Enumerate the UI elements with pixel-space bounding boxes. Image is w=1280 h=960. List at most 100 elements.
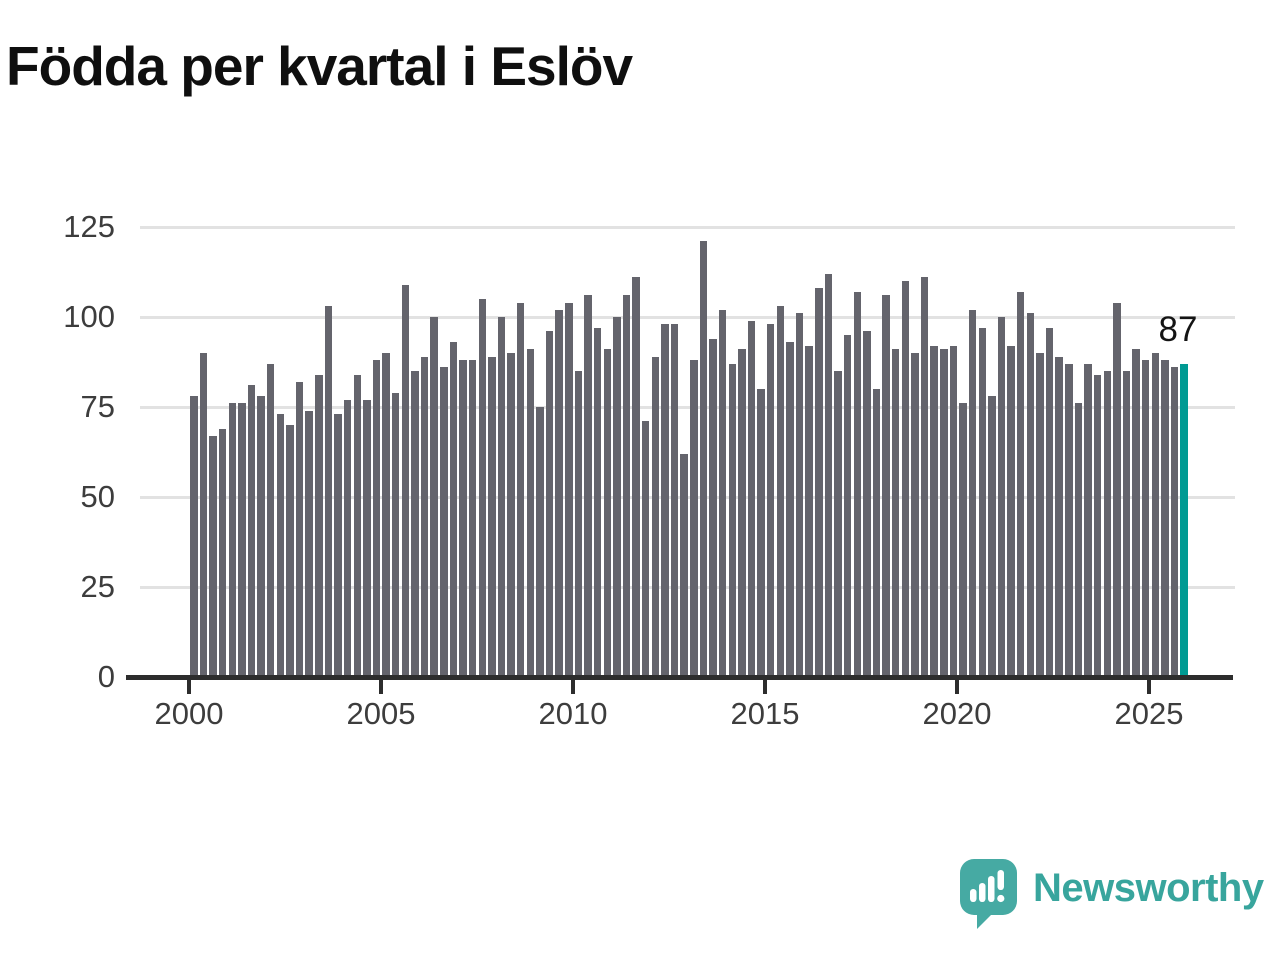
x-axis-label-2025: 2025 xyxy=(1114,696,1184,731)
bar-2013-Q4 xyxy=(718,309,727,677)
bar-2019-Q2 xyxy=(930,345,938,677)
x-axis-tick-2010 xyxy=(571,680,575,694)
bar-2017-Q2 xyxy=(853,291,862,677)
x-axis-label-2010: 2010 xyxy=(538,696,608,731)
bar-2005-Q4 xyxy=(411,371,419,677)
speech-bubble-bar-chart-icon xyxy=(960,859,1017,929)
chart-title: Födda per kvartal i Eslöv xyxy=(6,35,633,97)
gridline-100 xyxy=(140,315,1235,319)
bar-2003-Q2 xyxy=(315,374,323,677)
bar-2023-Q2 xyxy=(1084,363,1092,677)
bar-2006-Q4 xyxy=(449,342,458,677)
bar-2014-Q3 xyxy=(747,320,756,677)
y-axis-label-25: 25 xyxy=(80,569,115,604)
x-axis-label-2020: 2020 xyxy=(922,696,992,731)
last-value-label: 87 xyxy=(1158,310,1198,349)
bar-2015-Q1 xyxy=(766,324,775,677)
bar-2018-Q4 xyxy=(911,353,919,677)
bar-2022-Q2 xyxy=(1045,327,1054,677)
bar-2022-Q4 xyxy=(1065,363,1073,677)
bar-2021-Q3 xyxy=(1016,291,1025,677)
bar-2008-Q1 xyxy=(497,317,506,677)
bar-2020-Q4 xyxy=(988,396,996,677)
bar-2004-Q3 xyxy=(363,399,371,677)
gridline-125 xyxy=(140,225,1235,229)
bar-2006-Q2 xyxy=(430,317,438,677)
x-axis-tick-2005 xyxy=(379,680,383,694)
bar-2024-Q4 xyxy=(1141,360,1150,677)
bar-2010-Q1 xyxy=(574,371,583,677)
bar-2008-Q3 xyxy=(516,302,525,677)
bar-2018-Q3 xyxy=(901,281,910,677)
bar-2000-Q2 xyxy=(199,353,208,677)
bar-2024-Q3 xyxy=(1132,349,1140,677)
bar-2021-Q4 xyxy=(1026,313,1035,677)
y-axis-label-0: 0 xyxy=(97,659,115,694)
bar-2009-Q2 xyxy=(545,331,554,677)
y-axis-label-50: 50 xyxy=(80,479,115,514)
x-axis-line xyxy=(126,675,1233,680)
bar-2021-Q2 xyxy=(1007,345,1015,677)
newsworthy-wordmark: Newsworthy xyxy=(1033,866,1264,910)
bar-2005-Q2 xyxy=(391,392,400,677)
x-axis-tick-2000 xyxy=(187,680,191,694)
y-axis-label-125: 125 xyxy=(63,209,115,244)
bar-2003-Q4 xyxy=(334,414,342,677)
bar-2019-Q4 xyxy=(949,345,958,677)
bar-2011-Q1 xyxy=(613,317,621,677)
y-axis-label-100: 100 xyxy=(63,299,115,334)
bar-2009-Q3 xyxy=(555,309,563,677)
bar-2005-Q1 xyxy=(382,353,390,677)
newsworthy-logo: Newsworthy xyxy=(960,859,1280,931)
bar-2001-Q1 xyxy=(228,403,237,677)
bar-2008-Q2 xyxy=(507,353,515,677)
bar-2025-Q4 xyxy=(1180,363,1188,677)
bar-2003-Q3 xyxy=(324,306,333,677)
bar-2011-Q3 xyxy=(632,277,640,677)
bar-2014-Q1 xyxy=(728,363,737,677)
bar-2012-Q1 xyxy=(651,356,660,677)
bar-2024-Q2 xyxy=(1122,371,1131,677)
bar-2023-Q3 xyxy=(1093,374,1102,677)
x-axis-label-2015: 2015 xyxy=(730,696,800,731)
bar-2020-Q3 xyxy=(978,327,987,677)
bar-2015-Q2 xyxy=(776,306,785,677)
bar-2025-Q1 xyxy=(1151,353,1160,677)
bar-2017-Q1 xyxy=(843,335,852,677)
bar-2017-Q3 xyxy=(863,331,871,677)
bar-2023-Q1 xyxy=(1074,403,1083,677)
bar-2020-Q2 xyxy=(968,309,977,677)
bar-2001-Q3 xyxy=(247,385,256,677)
bar-2004-Q4 xyxy=(372,360,381,677)
bar-2007-Q1 xyxy=(459,360,467,677)
bar-2010-Q4 xyxy=(603,349,612,677)
bar-2007-Q2 xyxy=(468,360,477,677)
bar-2000-Q1 xyxy=(190,396,198,677)
bar-2009-Q4 xyxy=(565,302,573,677)
bar-2006-Q1 xyxy=(420,356,429,677)
bar-2024-Q1 xyxy=(1113,302,1121,677)
bar-2023-Q4 xyxy=(1103,371,1112,677)
x-axis-tick-2020 xyxy=(955,680,959,694)
bar-2012-Q3 xyxy=(670,324,679,677)
bar-2001-Q2 xyxy=(238,403,246,677)
bar-2003-Q1 xyxy=(305,410,313,677)
bar-2004-Q2 xyxy=(353,374,362,677)
bar-2014-Q4 xyxy=(757,389,765,677)
bar-2010-Q2 xyxy=(584,295,592,677)
bar-2002-Q1 xyxy=(266,363,275,677)
bar-2016-Q3 xyxy=(824,273,833,677)
bar-2015-Q4 xyxy=(795,313,804,677)
bar-2004-Q1 xyxy=(343,399,352,677)
bar-2025-Q3 xyxy=(1170,367,1179,677)
bar-2025-Q2 xyxy=(1161,360,1169,677)
bar-2014-Q2 xyxy=(738,349,746,677)
bar-2017-Q4 xyxy=(872,389,881,677)
x-axis-tick-2025 xyxy=(1147,680,1151,694)
gridline-75 xyxy=(140,405,1235,409)
bar-2013-Q1 xyxy=(690,360,698,677)
bar-2001-Q4 xyxy=(257,396,265,677)
bar-2011-Q2 xyxy=(622,295,631,677)
bar-2018-Q1 xyxy=(882,295,890,677)
y-axis-label-75: 75 xyxy=(80,389,115,424)
